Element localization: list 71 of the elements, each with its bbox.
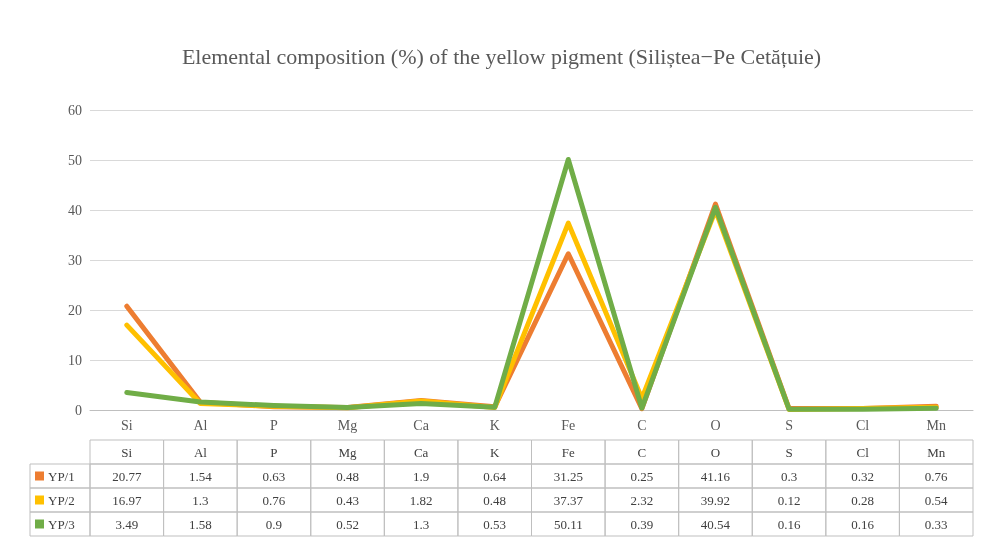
data-label: 1.9 — [413, 468, 430, 484]
x-tick-label: Si — [120, 417, 133, 433]
data-label: 0.76 — [262, 492, 286, 508]
data-label: 37.37 — [553, 492, 584, 508]
data-label: 0.48 — [483, 492, 507, 508]
legend-label: YP/1 — [48, 468, 75, 484]
x-tick-label: Ca — [413, 417, 430, 433]
data-label: 41.16 — [700, 468, 731, 484]
data-label: 0.54 — [924, 492, 949, 508]
data-label: 1.3 — [192, 492, 209, 508]
data-label: 0.16 — [777, 516, 801, 532]
data-label: 0.12 — [777, 492, 801, 508]
category-label: Mn — [927, 444, 946, 460]
data-label: 50.11 — [553, 516, 583, 532]
data-label: 0.16 — [851, 516, 875, 532]
data-label: 0.76 — [924, 468, 949, 484]
x-tick-label: O — [710, 417, 721, 433]
data-label: 0.64 — [483, 468, 507, 484]
data-label: 0.9 — [265, 516, 283, 532]
data-label: 0.32 — [851, 468, 874, 484]
data-label: 0.25 — [630, 468, 654, 484]
y-tick-label: 0 — [75, 402, 82, 418]
y-tick-label: 50 — [68, 152, 82, 168]
category-label: Si — [121, 444, 133, 460]
data-label: 1.54 — [189, 468, 213, 484]
x-tick-label: Mn — [926, 417, 946, 433]
data-label: 3.49 — [115, 516, 139, 532]
x-tick-label: Cl — [856, 417, 870, 433]
x-tick-label: S — [785, 417, 793, 433]
y-tick-label: 40 — [68, 202, 82, 218]
data-label: 0.48 — [336, 468, 359, 484]
data-label: 1.58 — [189, 516, 212, 532]
chart-title: Elemental composition (%) of the yellow pigment (Siliștea−Pe Cetățuie) — [181, 43, 822, 69]
data-label: 20.77 — [112, 468, 142, 484]
category-label: Mg — [338, 444, 357, 460]
data-label: 1.3 — [413, 516, 430, 532]
x-tick-label: Al — [193, 417, 208, 433]
legend-label: YP/2 — [48, 492, 75, 508]
y-tick-label: 60 — [68, 102, 82, 118]
x-tick-label: Mg — [337, 417, 358, 433]
data-label: 31.25 — [553, 468, 583, 484]
x-tick-label: Fe — [561, 417, 576, 433]
category-label: Al — [193, 444, 207, 460]
category-label: C — [637, 444, 647, 460]
category-label: K — [490, 444, 500, 460]
category-label: S — [785, 444, 793, 460]
data-label: 0.53 — [483, 516, 507, 532]
category-label: Fe — [561, 444, 575, 460]
data-label: 0.43 — [336, 492, 359, 508]
data-label: 39.92 — [700, 492, 731, 508]
data-label: 0.52 — [336, 516, 359, 532]
category-label: Ca — [413, 444, 429, 460]
category-label: Cl — [856, 444, 869, 460]
category-label: P — [270, 444, 278, 460]
y-tick-label: 30 — [68, 252, 82, 268]
data-label: 0.33 — [924, 516, 948, 532]
data-label: 2.32 — [630, 492, 654, 508]
y-tick-label: 10 — [68, 352, 82, 368]
data-label: 1.82 — [409, 492, 433, 508]
data-label: 0.3 — [780, 468, 798, 484]
data-label: 40.54 — [700, 516, 731, 532]
x-tick-label: K — [489, 417, 500, 433]
data-label: 0.39 — [630, 516, 654, 532]
x-tick-label: P — [270, 417, 279, 433]
data-label: 0.63 — [262, 468, 286, 484]
x-tick-label: C — [637, 417, 647, 433]
legend-label: YP/3 — [48, 516, 75, 532]
category-label: O — [710, 444, 721, 460]
data-label: 16.97 — [112, 492, 142, 508]
y-tick-label: 20 — [68, 302, 82, 318]
data-label: 0.28 — [851, 492, 874, 508]
